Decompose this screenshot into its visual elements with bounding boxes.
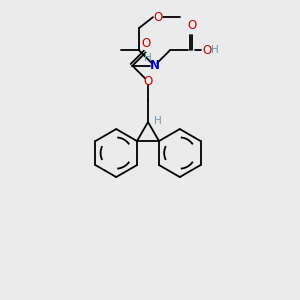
Text: O: O (153, 11, 163, 24)
Text: H: H (154, 116, 162, 126)
Text: H: H (144, 53, 152, 63)
Text: O: O (143, 75, 153, 88)
Text: O: O (141, 37, 150, 50)
Text: H: H (211, 45, 219, 55)
Text: N: N (149, 59, 159, 72)
Text: O: O (188, 19, 196, 32)
Text: O: O (202, 44, 211, 57)
